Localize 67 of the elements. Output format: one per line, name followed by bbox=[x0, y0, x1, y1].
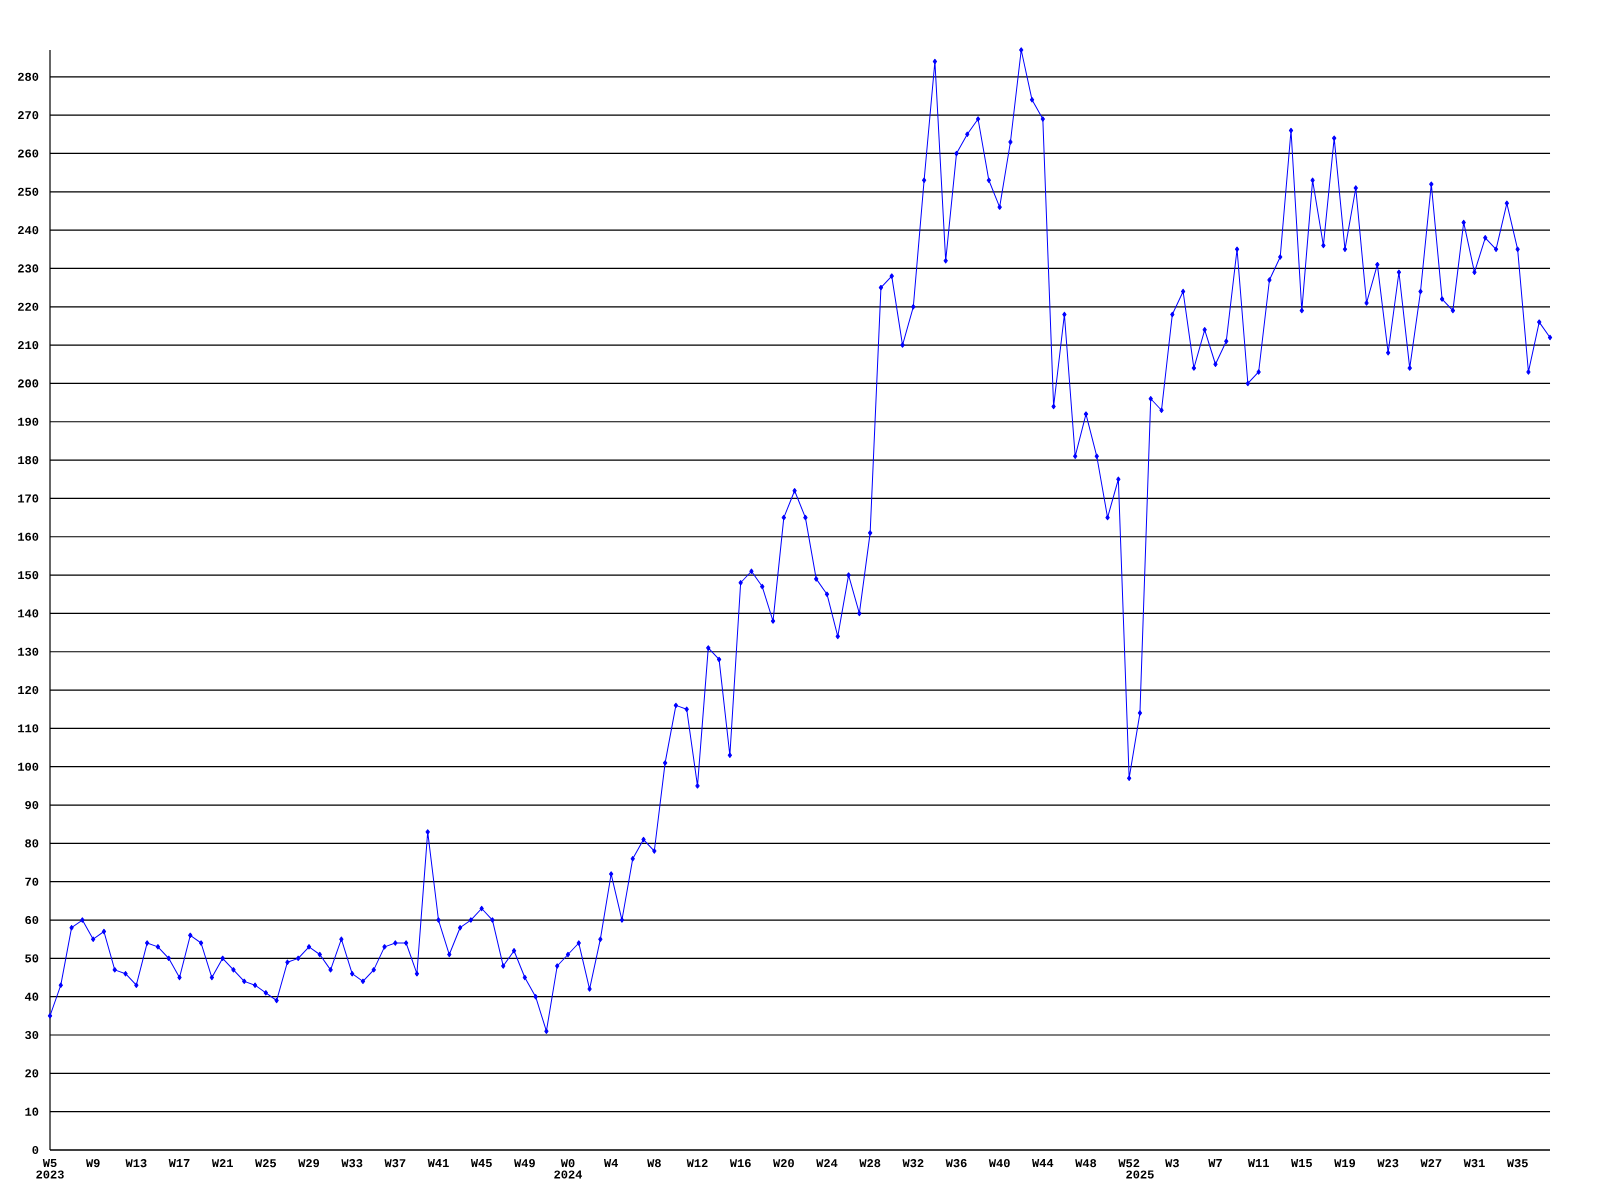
y-tick-label: 50 bbox=[25, 954, 39, 963]
x-tick-label: W37 bbox=[384, 1159, 406, 1168]
y-tick-label: 150 bbox=[18, 571, 39, 580]
x-tick-label: W32 bbox=[902, 1159, 924, 1168]
x-tick-label: W7 bbox=[1208, 1159, 1222, 1167]
y-tick-label: 100 bbox=[18, 762, 39, 771]
x-tick-label: W24 bbox=[816, 1159, 838, 1168]
y-tick-label: 180 bbox=[18, 456, 39, 465]
y-tick-label: 20 bbox=[25, 1069, 39, 1078]
x-tick-label: W21 bbox=[211, 1159, 233, 1168]
y-tick-label: 170 bbox=[18, 494, 39, 503]
x-tick-label: W29 bbox=[298, 1159, 320, 1168]
x-tick-label: W23 bbox=[1377, 1159, 1399, 1168]
y-tick-label: 230 bbox=[18, 264, 39, 273]
y-tick-label: 120 bbox=[18, 685, 39, 695]
text: 2023 bbox=[36, 1170, 64, 1179]
x-tick-label: W31 bbox=[1463, 1159, 1485, 1168]
x-tick-label: W20 bbox=[773, 1159, 794, 1168]
y-tick-label: 200 bbox=[18, 379, 39, 388]
y-tick-label: 10 bbox=[25, 1107, 39, 1116]
x-tick-label: W12 bbox=[686, 1159, 708, 1168]
y-tick-label: 40 bbox=[24, 992, 39, 1001]
x-tick-label: W35 bbox=[1506, 1159, 1528, 1168]
y-tick-label: 140 bbox=[18, 609, 39, 618]
x-tick-label: W25 bbox=[255, 1159, 277, 1168]
y-tick-label: 240 bbox=[18, 226, 39, 235]
y-tick-label: 80 bbox=[25, 839, 39, 848]
x-tick-label: W16 bbox=[729, 1159, 751, 1168]
y-tick-label: 280 bbox=[18, 72, 39, 81]
x-tick-label: W45 bbox=[470, 1159, 492, 1168]
x-tick-label: W13 bbox=[125, 1159, 147, 1168]
y-tick-label: 250 bbox=[18, 187, 39, 196]
y-tick-label: 160 bbox=[18, 532, 39, 541]
x-tick-label: W8 bbox=[647, 1159, 661, 1168]
x-tick-label: W0 bbox=[560, 1159, 575, 1168]
x-tick-label: W17 bbox=[168, 1159, 190, 1167]
x-tick-label: W49 bbox=[514, 1159, 535, 1168]
x-tick-label: W33 bbox=[341, 1159, 363, 1168]
y-tick-label: 130 bbox=[18, 647, 39, 656]
y-tick-label: 260 bbox=[18, 149, 39, 158]
text: 2024 bbox=[554, 1170, 583, 1179]
x-tick-label: W40 bbox=[988, 1159, 1010, 1168]
x-tick-label: W5 bbox=[42, 1159, 57, 1168]
x-tick-label: W19 bbox=[1334, 1159, 1356, 1168]
y-tick-label: 110 bbox=[18, 724, 39, 733]
x-tick-label: W27 bbox=[1420, 1159, 1442, 1168]
y-tick-label: 70 bbox=[25, 877, 39, 886]
x-tick-label: W44 bbox=[1032, 1159, 1054, 1167]
x-tick-label: W48 bbox=[1075, 1159, 1097, 1168]
x-tick-label: W9 bbox=[85, 1159, 100, 1168]
x-tick-label: W28 bbox=[859, 1159, 881, 1168]
x-tick-label: W4 bbox=[603, 1159, 618, 1167]
y-tick-label: 60 bbox=[25, 915, 39, 925]
y-tick-label: 210 bbox=[18, 341, 39, 350]
x-tick-label: W11 bbox=[1247, 1159, 1269, 1167]
text: 2025 bbox=[1126, 1170, 1154, 1179]
y-tick-label: 190 bbox=[18, 417, 39, 426]
y-tick-label: 0 bbox=[32, 1145, 39, 1155]
x-tick-label: W41 bbox=[427, 1159, 449, 1167]
x-tick-label: W52 bbox=[1118, 1159, 1140, 1168]
x-tick-label: W3 bbox=[1165, 1159, 1179, 1168]
y-tick-label: 270 bbox=[18, 111, 39, 120]
y-tick-label: 90 bbox=[25, 800, 39, 810]
x-tick-label: W36 bbox=[945, 1159, 967, 1168]
y-tick-label: 30 bbox=[25, 1030, 39, 1040]
x-tick-label: W15 bbox=[1291, 1159, 1312, 1168]
y-tick-label: 220 bbox=[18, 302, 39, 311]
